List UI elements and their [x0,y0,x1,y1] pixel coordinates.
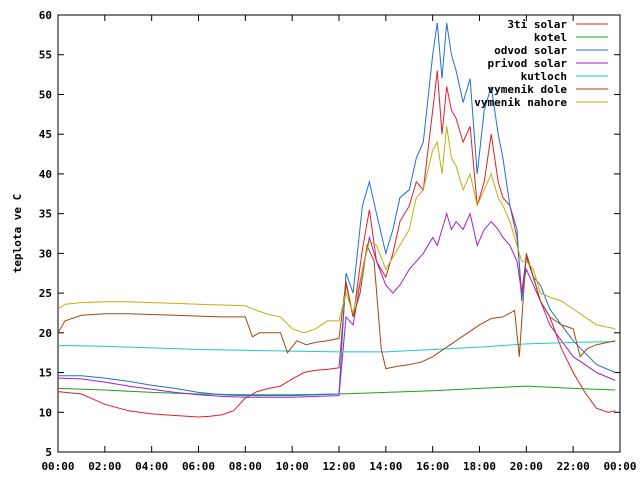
x-tick-label: 12:00 [322,460,355,473]
y-tick-label: 50 [39,88,52,101]
series-layer [57,22,616,418]
y-tick-label: 40 [39,168,52,181]
y-tick-label: 60 [39,9,52,22]
x-tick-label: 22:00 [557,460,590,473]
x-tick-label: 08:00 [229,460,262,473]
x-tick-label: 18:00 [463,460,496,473]
x-tick-label: 20:00 [510,460,543,473]
x-tick-label: 00:00 [603,460,636,473]
y-tick-label: 20 [39,327,52,340]
y-tick-label: 5 [45,446,52,459]
legend-label-3: privod solar [488,57,568,70]
x-tick-label: 06:00 [182,460,215,473]
legend-label-4: kutloch [521,70,567,83]
series-line-0 [57,70,616,418]
legend-label-5: vymenik dole [488,83,568,96]
axes: 5 10 15 20 25 30 35 40 45 50 55 60 00:00 02:00 04:00 06… [39,9,637,473]
y-tick-label: 45 [39,128,52,141]
series-line-6 [57,126,616,334]
y-tick-label: 10 [39,406,52,419]
y-tick-label: 35 [39,208,52,221]
x-tick-label: 04:00 [135,460,168,473]
x-tick-label: 00:00 [41,460,74,473]
legend-label-2: odvod solar [494,44,567,57]
legend-label-6: vymenik nahore [474,96,567,109]
y-tick-label: 25 [39,287,52,300]
y-axis-title: teplota ve C [11,194,24,273]
x-tick-label: 10:00 [276,460,309,473]
series-line-5 [57,243,616,370]
x-tick-label: 16:00 [416,460,449,473]
series-line-3 [57,211,616,398]
x-tick-label: 14:00 [369,460,402,473]
series-line-4 [57,341,616,353]
legend-label-0: 3ti solar [507,18,567,31]
y-tick-label: 30 [39,247,52,260]
legend-label-1: kotel [534,31,567,44]
y-tick-label: 55 [39,49,52,62]
x-tick-label: 02:00 [88,460,121,473]
y-tick-label: 15 [39,367,52,380]
